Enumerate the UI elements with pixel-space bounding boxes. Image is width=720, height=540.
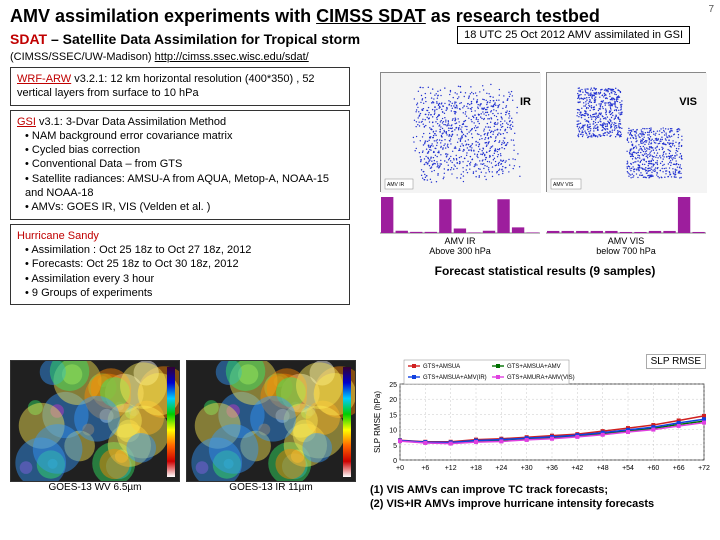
svg-text:+12: +12 [445, 465, 457, 472]
svg-text:15: 15 [389, 412, 397, 419]
ir-caption: AMV IR Above 300 hPa [380, 236, 540, 256]
box2-head: GSI [17, 116, 36, 128]
right-column: AMV IR IR AMV VIS VIS AMV IR Above 300 h… [380, 72, 710, 278]
box1-head: WRF-ARW [17, 73, 71, 85]
svg-text:GTS+AMSUA+AMV: GTS+AMSUA+AMV [507, 364, 561, 370]
svg-text:25: 25 [389, 382, 397, 389]
bar-ir: AMV IR Above 300 hPa [380, 194, 540, 262]
list-item: Assimilation every 3 hour [25, 272, 343, 286]
list-item: NAM background error covariance matrix [25, 129, 343, 143]
list-item: Satellite radiances: AMSU-A from AQUA, M… [25, 172, 343, 201]
box-sandy: Hurricane Sandy Assimilation : Oct 25 18… [10, 224, 350, 305]
slide-title: AMV assimilation experiments with CIMSS … [0, 0, 720, 29]
svg-text:20: 20 [389, 397, 397, 404]
box3-head: Hurricane Sandy [17, 230, 99, 242]
conclusion-1: (1) VIS AMVs can improve TC track foreca… [370, 483, 710, 497]
subtitle-rest: – Satellite Data Assimilation for Tropic… [47, 31, 360, 47]
sat-wv-caption: GOES-13 WV 6.5µm [10, 482, 180, 493]
linechart-area: SLP RMSE 0510152025+0+6+12+18+24+30+36+4… [370, 358, 710, 512]
list-item: Conventional Data – from GTS [25, 157, 343, 171]
svg-text:10: 10 [389, 428, 397, 435]
vis-label: VIS [675, 95, 701, 109]
svg-text:+6: +6 [421, 465, 429, 472]
ir-label: IR [516, 95, 535, 109]
svg-text:AMV VIS: AMV VIS [553, 182, 574, 188]
conclusions: (1) VIS AMVs can improve TC track foreca… [370, 483, 710, 512]
callout-box: 18 UTC 25 Oct 2012 AMV assimilated in GS… [457, 26, 690, 44]
sdat-label: SDAT [10, 31, 47, 47]
affil-url[interactable]: http://cimss.ssec.wisc.edu/sdat/ [155, 51, 309, 63]
scatter-ir: AMV IR IR [380, 72, 540, 192]
sat-wv-image [10, 360, 180, 482]
svg-text:+18: +18 [470, 465, 482, 472]
svg-text:+48: +48 [597, 465, 609, 472]
page-number: 7 [708, 4, 714, 15]
svg-text:+54: +54 [622, 465, 634, 472]
svg-text:+66: +66 [673, 465, 685, 472]
box2-leadin: v3.1: 3-Dvar Data Assimilation Method [36, 116, 226, 128]
svg-text:+36: +36 [546, 465, 558, 472]
sat-ir-caption: GOES-13 IR 11µm [186, 482, 356, 493]
svg-text:SLP RMSE (hPa): SLP RMSE (hPa) [373, 391, 382, 453]
sat-ir-image [186, 360, 356, 482]
title-post: as research testbed [426, 6, 600, 26]
conclusion-2: (2) VIS+IR AMVs improve hurricane intens… [370, 497, 710, 511]
svg-text:AMV IR: AMV IR [387, 182, 405, 188]
svg-text:+42: +42 [571, 465, 583, 472]
svg-text:+0: +0 [396, 465, 404, 472]
vis-caption: AMV VIS below 700 hPa [546, 236, 706, 256]
scatter-vis: AMV VIS VIS [546, 72, 706, 192]
box2-list: NAM background error covariance matrix C… [17, 129, 343, 215]
list-item: AMVs: GOES IR, VIS (Velden et al. ) [25, 200, 343, 214]
list-item: Cycled bias correction [25, 143, 343, 157]
slp-rmse-badge: SLP RMSE [646, 354, 706, 369]
svg-text:0: 0 [393, 458, 397, 465]
forecast-title: Forecast statistical results (9 samples) [380, 264, 710, 278]
box3-list: Assimilation : Oct 25 18z to Oct 27 18z,… [17, 243, 343, 300]
bar-vis: AMV VIS below 700 hPa [546, 194, 706, 262]
svg-text:GTS+AMSUA: GTS+AMSUA [423, 364, 460, 370]
svg-text:5: 5 [393, 443, 397, 450]
title-cimss: CIMSS SDAT [316, 6, 426, 26]
list-item: Assimilation : Oct 25 18z to Oct 27 18z,… [25, 243, 343, 257]
list-item: Forecasts: Oct 25 18z to Oct 30 18z, 201… [25, 257, 343, 271]
box-gsi: GSI v3.1: 3-Dvar Data Assimilation Metho… [10, 110, 350, 220]
affil-org: (CIMSS/SSEC/UW-Madison) [10, 51, 155, 63]
satellite-row: GOES-13 WV 6.5µm GOES-13 IR 11µm [10, 360, 356, 493]
list-item: 9 Groups of experiments [25, 286, 343, 300]
svg-text:+24: +24 [495, 465, 507, 472]
svg-text:+72: +72 [698, 465, 710, 472]
affiliation: (CIMSS/SSEC/UW-Madison) http://cimss.sse… [0, 49, 720, 67]
svg-text:GTS+AMSUA+AMV(IR): GTS+AMSUA+AMV(IR) [423, 375, 487, 381]
svg-text:GTS+AMURA+AMV(VIS): GTS+AMURA+AMV(VIS) [507, 375, 575, 381]
title-pre: AMV assimilation experiments with [10, 6, 316, 26]
sat-ir: GOES-13 IR 11µm [186, 360, 356, 493]
sat-wv: GOES-13 WV 6.5µm [10, 360, 180, 493]
box-wrf: WRF-ARW v3.2.1: 12 km horizontal resolut… [10, 67, 350, 106]
svg-text:+30: +30 [521, 465, 533, 472]
svg-text:+60: +60 [647, 465, 659, 472]
linechart: 0 5 10 15 20 25 +0 +6 +12 +18 +24 +30 +36 +42 +48 +54 +6… [370, 358, 710, 476]
